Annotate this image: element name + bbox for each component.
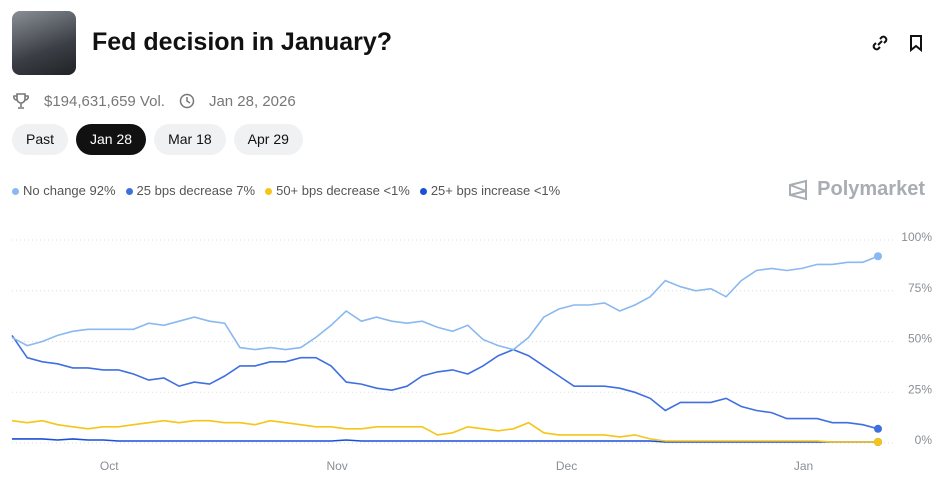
series-line [11, 419, 878, 443]
series-end-dot [874, 252, 882, 261]
series-line [12, 438, 878, 443]
legend: No change 92% 25 bps decrease 7% 50+ bps d… [12, 183, 560, 198]
legend-item[interactable]: 25+ bps increase <1% [419, 183, 561, 198]
series-line [11, 255, 879, 351]
legend-item[interactable]: No change 92% [12, 183, 116, 198]
volume: $194,631,659 Vol. [44, 92, 165, 110]
legend-name: 25+ bps increase [430, 183, 531, 198]
series-end-dot [874, 437, 882, 446]
link-button[interactable] [871, 34, 889, 52]
brand: Polymarket [787, 178, 925, 201]
legend-value: <1% [533, 183, 561, 198]
actions [871, 34, 925, 52]
legend-value: 7% [236, 183, 256, 198]
end-date: Jan 28, 2026 [208, 92, 296, 110]
date-tab[interactable]: Jan 28 [76, 124, 147, 155]
legend-value: 92% [89, 183, 116, 198]
legend-item[interactable]: 25 bps decrease 7% [125, 183, 256, 198]
legend-name: No change [23, 183, 86, 198]
date-tab[interactable]: Past [12, 124, 69, 155]
legend-dot [265, 188, 273, 195]
x-tick-label: Dec [556, 459, 577, 473]
date-tabs: Past Jan 28 Mar 18 Apr 29 [12, 124, 303, 155]
trophy-icon [13, 93, 29, 109]
legend-value: <1% [383, 183, 410, 198]
y-tick-label: 0% [915, 433, 933, 447]
market-meta: $194,631,659 Vol. Jan 28, 2026 [12, 92, 296, 110]
x-tick-label: Nov [326, 459, 347, 473]
series-line [11, 334, 879, 430]
legend-name: 50+ bps decrease [276, 183, 380, 198]
y-tick-label: 100% [901, 230, 932, 244]
clock-icon [179, 93, 195, 109]
market-title: Fed decision in January? [92, 28, 393, 56]
x-tick-label: Oct [100, 459, 119, 473]
legend-dot [12, 188, 19, 195]
date-tab[interactable]: Apr 29 [233, 124, 303, 155]
date-tab[interactable]: Mar 18 [154, 124, 226, 155]
series-end-dot [874, 424, 882, 433]
chart: 0% 25% 50% 75% 100% Oct Nov Dec Jan [11, 230, 933, 473]
brand-name: Polymarket [817, 178, 925, 200]
bookmark-button[interactable] [907, 34, 925, 52]
x-tick-label: Jan [794, 459, 813, 473]
legend-dot [125, 188, 133, 195]
market-image [12, 11, 76, 75]
legend-name: 25 bps decrease [136, 183, 233, 198]
legend-dot [419, 188, 427, 195]
y-tick-label: 75% [908, 281, 932, 295]
y-tick-label: 25% [908, 382, 932, 396]
brand-logo [789, 179, 808, 200]
y-tick-label: 50% [908, 332, 932, 346]
legend-item[interactable]: 50+ bps decrease <1% [265, 183, 410, 198]
